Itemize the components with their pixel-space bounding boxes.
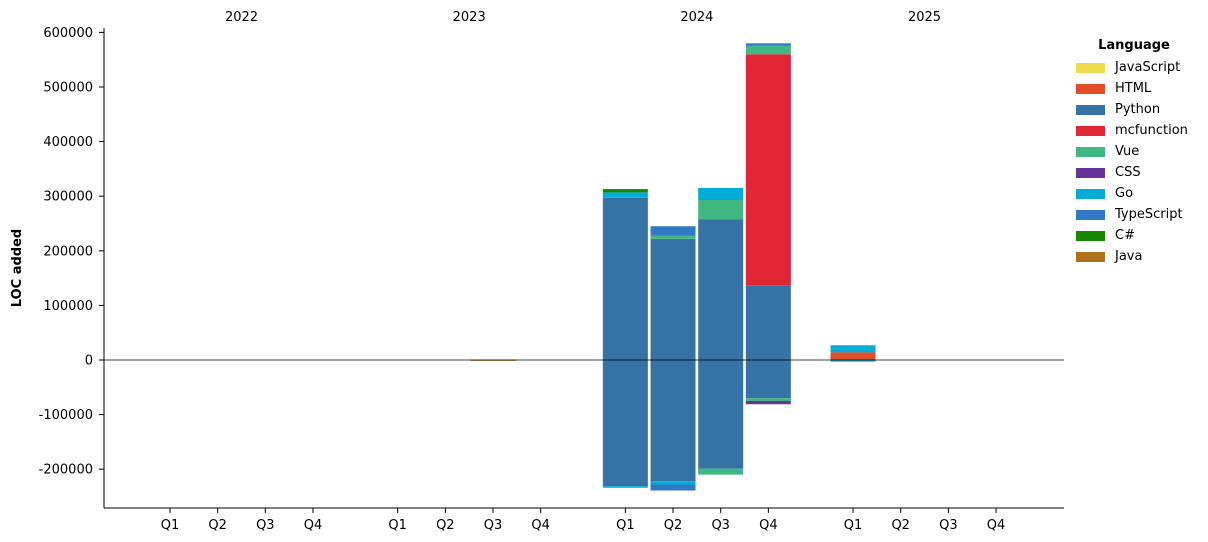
legend-label: C# bbox=[1115, 228, 1135, 243]
legend-label: Python bbox=[1115, 102, 1161, 117]
legend-swatch bbox=[1076, 230, 1105, 241]
x-tick-label: Q3 bbox=[484, 518, 503, 533]
legend-swatch bbox=[1076, 188, 1105, 199]
legend-swatch bbox=[1076, 167, 1105, 178]
legend-label: JavaScript bbox=[1115, 60, 1181, 75]
x-tick-label: Q1 bbox=[844, 518, 863, 533]
legend-item: Java bbox=[1076, 246, 1192, 267]
bar-segment-typescript bbox=[650, 484, 696, 491]
legend-swatch bbox=[1076, 125, 1105, 136]
year-label: 2024 bbox=[680, 10, 713, 25]
x-tick-label: Q1 bbox=[388, 518, 407, 533]
legend-label: Go bbox=[1115, 186, 1134, 201]
legend-item: Python bbox=[1076, 99, 1192, 120]
x-tick-label: Q3 bbox=[939, 518, 958, 533]
bar-segment-python bbox=[602, 197, 648, 360]
legend-label: mcfunction bbox=[1115, 123, 1188, 138]
legend-item: JavaScript bbox=[1076, 57, 1192, 78]
y-tick-label: -100000 bbox=[39, 408, 93, 423]
bar-segment-go bbox=[830, 360, 876, 362]
y-tick-label: 400000 bbox=[43, 135, 93, 150]
year-labels: 2022 2023 2024 2025 bbox=[225, 10, 941, 25]
x-tick-label: Q3 bbox=[711, 518, 730, 533]
x-tick-label: Q2 bbox=[891, 518, 910, 533]
bars bbox=[470, 43, 876, 491]
y-tick-label: 100000 bbox=[43, 299, 93, 314]
bar-segment-c- bbox=[602, 189, 648, 193]
y-tick-label: 300000 bbox=[43, 190, 93, 205]
bar-segment-go bbox=[698, 188, 744, 201]
y-tick-label: -200000 bbox=[39, 463, 93, 478]
bar-segment-go bbox=[602, 486, 648, 488]
legend-label: CSS bbox=[1115, 165, 1141, 180]
legend-title: Language bbox=[1098, 38, 1170, 53]
x-tick-label: Q4 bbox=[304, 518, 323, 533]
bar-segment-html bbox=[830, 352, 876, 360]
legend-item: C# bbox=[1076, 225, 1192, 246]
bar-segment-vue bbox=[745, 398, 791, 401]
x-ticks: Q1 Q2 Q3 Q4 Q1 Q2 Q3 Q4 Q1 Q2 Q3 Q4 Q1 Q2 Q3 Q4 bbox=[161, 508, 1006, 533]
y-tick-label: 600000 bbox=[43, 26, 93, 41]
bar-segment-vue bbox=[745, 45, 791, 55]
bar-segment-go bbox=[650, 481, 696, 485]
bar-segment-typescript bbox=[650, 226, 696, 236]
y-axis-label: LOC added bbox=[10, 229, 25, 307]
year-label: 2025 bbox=[908, 10, 941, 25]
bar-segment-mcfunction bbox=[745, 54, 791, 286]
y-tick-label: 0 bbox=[85, 354, 93, 369]
bar-segment-python bbox=[650, 360, 696, 482]
bar-segment-go bbox=[830, 345, 876, 353]
legend-swatch bbox=[1076, 146, 1105, 157]
bar-segment-python bbox=[602, 360, 648, 487]
bar-segment-python bbox=[745, 285, 791, 360]
legend-item: CSS bbox=[1076, 162, 1192, 183]
legend-item: mcfunction bbox=[1076, 120, 1192, 141]
x-tick-label: Q4 bbox=[759, 518, 778, 533]
legend: Language JavaScript HTML Python mcfunction V… bbox=[1076, 38, 1192, 267]
bar-segment-typescript bbox=[745, 43, 791, 46]
bar-segment-css bbox=[745, 400, 791, 405]
legend-label: TypeScript bbox=[1115, 207, 1183, 222]
y-tick-label: 500000 bbox=[43, 81, 93, 96]
x-tick-label: Q4 bbox=[531, 518, 550, 533]
bar-segment-python bbox=[698, 360, 744, 469]
legend-item: Go bbox=[1076, 183, 1192, 204]
y-ticks: 600000 500000 400000 300000 200000 100000 0 -10… bbox=[39, 26, 104, 478]
bar-segment-vue bbox=[698, 468, 744, 475]
legend-swatch bbox=[1076, 104, 1105, 115]
legend-swatch bbox=[1076, 209, 1105, 220]
legend-item: TypeScript bbox=[1076, 204, 1192, 225]
legend-swatch bbox=[1076, 62, 1105, 73]
x-tick-label: Q2 bbox=[436, 518, 455, 533]
x-tick-label: Q4 bbox=[987, 518, 1006, 533]
year-label: 2023 bbox=[453, 10, 486, 25]
bar-segment-vue bbox=[698, 200, 744, 220]
year-label: 2022 bbox=[225, 10, 258, 25]
legend-item: Vue bbox=[1076, 141, 1192, 162]
bar-segment-python bbox=[650, 238, 696, 360]
bar-segment-python bbox=[745, 360, 791, 399]
bar-segment-go bbox=[602, 192, 648, 198]
x-tick-label: Q2 bbox=[208, 518, 227, 533]
x-tick-label: Q1 bbox=[616, 518, 635, 533]
x-tick-label: Q1 bbox=[161, 518, 180, 533]
x-tick-label: Q2 bbox=[664, 518, 683, 533]
legend-label: Vue bbox=[1115, 144, 1140, 159]
bar-segment-python bbox=[698, 219, 744, 360]
legend-label: HTML bbox=[1115, 81, 1152, 96]
legend-swatch bbox=[1076, 83, 1105, 94]
bar-segment-vue bbox=[650, 235, 696, 239]
legend-label: Java bbox=[1115, 249, 1143, 264]
x-tick-label: Q3 bbox=[256, 518, 275, 533]
y-tick-label: 200000 bbox=[43, 244, 93, 259]
legend-swatch bbox=[1076, 251, 1105, 262]
legend-item: HTML bbox=[1076, 78, 1192, 99]
bar-segment-java bbox=[470, 360, 516, 361]
